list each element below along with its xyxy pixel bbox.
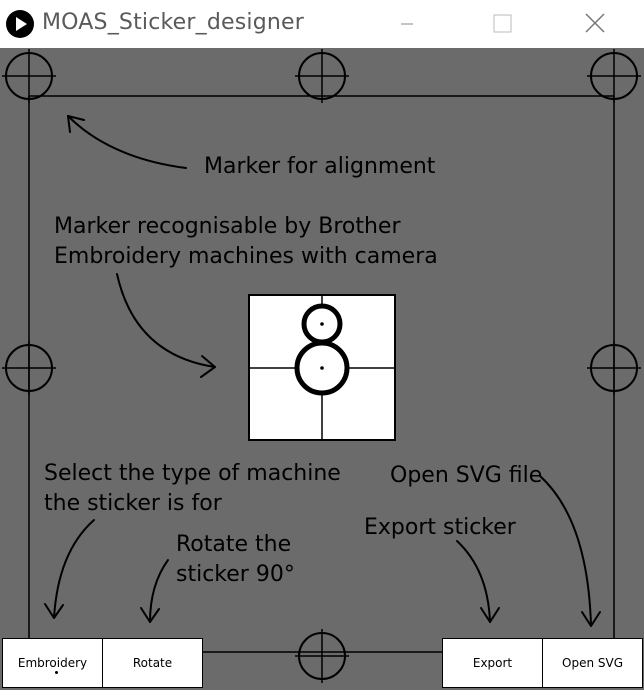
annotation-brother-line1: Marker recognisable by Brother <box>54 214 401 239</box>
annotation-open-svg: Open SVG file <box>390 463 543 488</box>
export-button-label: Export <box>472 656 513 670</box>
maximize-icon[interactable] <box>480 0 526 48</box>
annotation-machine-line1: Select the type of machine <box>44 461 341 486</box>
alignment-marker-top-center <box>295 49 349 103</box>
close-icon[interactable] <box>572 0 618 48</box>
annotation-brother-line2: Embroidery machines with camera <box>54 244 438 269</box>
annotation-machine-line2: the sticker is for <box>44 491 222 516</box>
alignment-marker-bottom-center <box>295 629 349 683</box>
sticker-canvas[interactable]: Marker for alignment Marker recognisable… <box>0 48 644 690</box>
alignment-marker-top-left <box>2 49 56 103</box>
rotate-button-label: Rotate <box>132 656 173 670</box>
annotation-rotate-line2: sticker 90° <box>176 562 295 587</box>
rotate-button[interactable]: Rotate <box>102 638 203 688</box>
annotation-arrows <box>44 115 601 627</box>
annotation-export: Export sticker <box>364 515 516 540</box>
open-svg-button-label: Open SVG <box>562 656 623 670</box>
play-icon <box>6 10 34 38</box>
sticker-outline <box>2 49 641 683</box>
title-bar: MOAS_Sticker_designer <box>0 0 644 48</box>
cursor-dot <box>55 671 58 674</box>
export-button[interactable]: Export <box>442 638 543 688</box>
alignment-marker-mid-left <box>2 341 56 395</box>
open-svg-button[interactable]: Open SVG <box>542 638 643 688</box>
annotation-alignment: Marker for alignment <box>204 154 436 179</box>
minimize-icon[interactable] <box>384 0 430 48</box>
window-title: MOAS_Sticker_designer <box>42 10 305 35</box>
annotation-rotate-line1: Rotate the <box>176 532 292 557</box>
alignment-marker-top-right <box>587 49 641 103</box>
embroidery-button[interactable]: Embroidery <box>2 638 103 688</box>
brother-camera-marker <box>248 294 396 441</box>
embroidery-button-label: Embroidery <box>17 656 88 670</box>
alignment-marker-mid-right <box>587 341 641 395</box>
